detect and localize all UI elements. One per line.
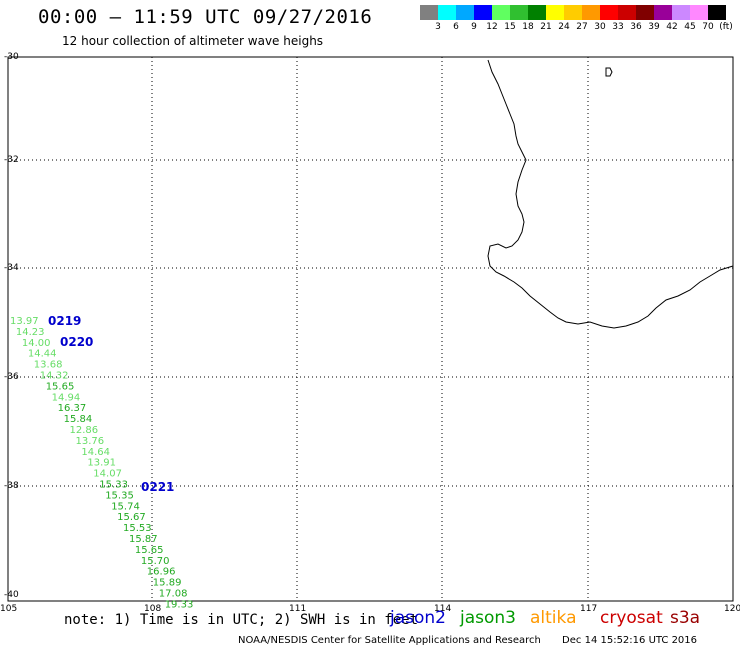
coastline-southwest-australia — [487, 59, 734, 329]
pass-labels-layer: 0219 0220 0221 — [48, 314, 174, 494]
sat-altika: altika — [530, 608, 577, 628]
swh-value: 15.84 — [64, 414, 93, 425]
swh-value: 14.32 — [40, 371, 69, 382]
swh-value: 14.23 — [16, 327, 45, 338]
swh-value: 15.74 — [111, 501, 140, 512]
island-outline — [605, 67, 613, 77]
legend-swatch — [438, 5, 456, 20]
pass-label: 0220 — [60, 335, 93, 349]
swh-value: 14.07 — [93, 469, 122, 480]
swh-value: 16.37 — [58, 403, 87, 414]
swh-value: 13.76 — [76, 436, 105, 447]
legend-label: 45 — [684, 22, 696, 32]
legend-swatch — [492, 5, 510, 20]
swh-value: 14.44 — [28, 349, 57, 360]
legend-swatch — [636, 5, 654, 20]
credit-text: NOAA/NESDIS Center for Satellite Applica… — [238, 635, 541, 646]
swh-value: 16.96 — [147, 567, 176, 578]
pass-label: 0221 — [141, 480, 174, 494]
legend-swatch — [708, 5, 726, 20]
lon-label-111: 111 — [289, 604, 307, 614]
legend-label: 12 — [486, 22, 498, 32]
swh-value: 15.87 — [129, 534, 158, 545]
swh-value: 14.94 — [52, 392, 81, 403]
legend-swatch — [582, 5, 600, 20]
legend-swatch — [456, 5, 474, 20]
legend-label: 18 — [522, 22, 534, 32]
lat-label-38: -38 — [4, 481, 19, 491]
sat-jason3: jason3 — [460, 608, 516, 628]
legend-swatch — [510, 5, 528, 20]
swh-value: 15.65 — [46, 381, 75, 392]
legend-label: 21 — [540, 22, 552, 32]
footer-credit: NOAA/NESDIS Center for Satellite Applica… — [238, 635, 697, 646]
legend-label: 70 — [702, 22, 714, 32]
legend-label: 15 — [504, 22, 516, 32]
lon-label-108: 108 — [144, 604, 162, 614]
legend-swatch — [600, 5, 618, 20]
legend-label: 27 — [576, 22, 588, 32]
page-title: 00:00 – 11:59 UTC 09/27/2016 — [38, 6, 373, 28]
swh-value: 13.97 — [10, 316, 39, 327]
swh-value: 12.86 — [70, 425, 99, 436]
sat-jason2: jason2 — [390, 608, 446, 628]
legend-label: 42 — [666, 22, 678, 32]
legend-swatch — [690, 5, 708, 20]
swh-value: 15.65 — [135, 545, 164, 556]
swh-value: 15.70 — [141, 556, 170, 567]
legend-label: 30 — [594, 22, 606, 32]
legend-label: 36 — [630, 22, 642, 32]
lat-label-36: -36 — [4, 372, 19, 382]
color-legend — [420, 5, 726, 20]
lon-label-120: 120 — [724, 604, 740, 614]
credit-timestamp: Dec 14 15:52:16 UTC 2016 — [562, 635, 698, 646]
swh-value: 19.33 — [165, 599, 194, 610]
legend-label: 39 — [648, 22, 660, 32]
swh-value: 15.53 — [123, 523, 152, 534]
pass-label: 0219 — [48, 314, 81, 328]
lat-label-32: -32 — [4, 155, 19, 165]
swh-value: 14.64 — [81, 447, 110, 458]
swh-values-layer: 13.9714.2314.0014.4413.6814.3215.6514.94… — [10, 316, 193, 610]
legend-swatch — [528, 5, 546, 20]
swh-value: 15.67 — [117, 512, 146, 523]
legend-label: 3 — [435, 22, 441, 32]
swh-value: 14.00 — [22, 338, 51, 349]
footer-note: note: 1) Time is in UTC; 2) SWH is in fe… — [64, 612, 419, 628]
map-grid — [8, 57, 733, 601]
page-subtitle: 12 hour collection of altimeter wave hei… — [62, 34, 324, 48]
legend-unit: (ft) — [719, 22, 733, 32]
swh-value: 17.08 — [159, 589, 188, 600]
swh-value: 15.33 — [99, 480, 128, 491]
sat-cryosat: cryosat — [600, 608, 663, 628]
legend-swatch — [654, 5, 672, 20]
lat-label-34: -34 — [4, 263, 19, 273]
legend-swatch — [546, 5, 564, 20]
legend-label: 9 — [471, 22, 477, 32]
legend-label: 6 — [453, 22, 459, 32]
legend-swatch — [618, 5, 636, 20]
lon-label-114: 114 — [434, 604, 452, 614]
swh-value: 13.68 — [34, 360, 63, 371]
lon-label-117: 117 — [580, 604, 598, 614]
legend-swatch — [672, 5, 690, 20]
legend-swatch — [564, 5, 582, 20]
legend-swatch — [420, 5, 438, 20]
swh-value: 15.89 — [153, 578, 182, 589]
legend-label: 33 — [612, 22, 624, 32]
swh-value: 13.91 — [87, 458, 116, 469]
legend-label: 24 — [558, 22, 570, 32]
swh-value: 15.35 — [105, 490, 134, 501]
lat-label-30: -30 — [4, 52, 19, 62]
legend-swatch — [474, 5, 492, 20]
sat-s3a: s3a — [670, 608, 701, 628]
lon-label-105: 105 — [0, 604, 18, 614]
map-frame — [7, 56, 734, 602]
lat-label-40: -40 — [4, 590, 19, 600]
